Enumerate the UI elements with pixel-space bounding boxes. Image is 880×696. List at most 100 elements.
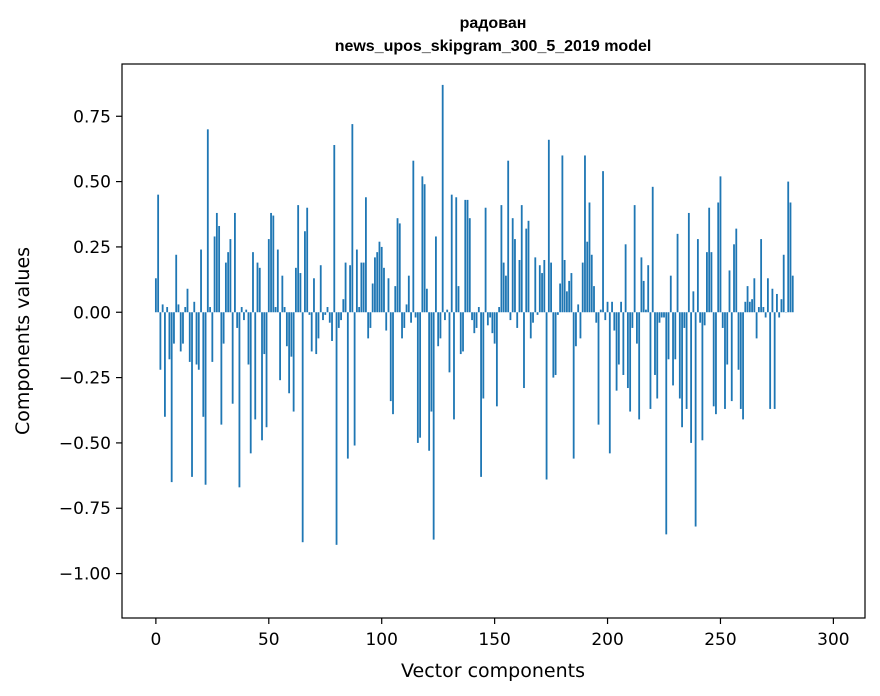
bar-component-63 (297, 205, 300, 313)
bar-component-214 (638, 312, 641, 420)
bar-component-133 (455, 197, 458, 313)
bar-component-230 (674, 312, 677, 360)
bar-component-77 (328, 312, 331, 323)
bar-component-205 (617, 312, 620, 365)
bar-component-116 (416, 312, 419, 443)
bar-component-99 (378, 241, 381, 313)
bar-component-75 (324, 312, 327, 315)
bar-component-68 (308, 312, 311, 315)
bar-component-18 (195, 312, 198, 365)
bar-component-152 (498, 307, 501, 313)
bar-component-107 (396, 218, 399, 313)
bar-component-33 (229, 239, 232, 313)
x-tick-label: 300 (817, 630, 849, 650)
bar-component-262 (746, 286, 749, 313)
bar-component-144 (480, 312, 482, 477)
bar-component-62 (294, 267, 297, 313)
bar-component-40 (245, 309, 248, 313)
bar-component-267 (757, 307, 760, 313)
bar-component-74 (322, 312, 324, 321)
bar-component-174 (547, 139, 550, 313)
bar-component-239 (694, 312, 697, 527)
bar-component-55 (279, 312, 281, 381)
bar-component-162 (520, 205, 523, 313)
bar-component-21 (202, 312, 205, 417)
bar-component-38 (240, 307, 243, 313)
bar-component-183 (568, 280, 571, 313)
bar-component-31 (224, 262, 227, 313)
bar-component-185 (572, 312, 575, 459)
bar-component-207 (622, 312, 625, 375)
bar-component-228 (669, 275, 672, 313)
bar-component-98 (376, 252, 379, 313)
bar-component-3 (161, 304, 164, 313)
bar-component-157 (509, 312, 512, 321)
bar-component-94 (367, 312, 370, 339)
bar-component-243 (703, 312, 706, 326)
bar-component-79 (333, 145, 336, 313)
bar-component-122 (430, 312, 433, 412)
bar-component-237 (690, 312, 693, 443)
bar-component-145 (482, 312, 485, 399)
bar-component-103 (387, 278, 390, 313)
bar-component-45 (256, 262, 259, 313)
bar-component-131 (450, 194, 453, 313)
bar-component-39 (243, 312, 245, 321)
bar-component-263 (748, 301, 751, 313)
bar-component-91 (360, 262, 363, 313)
bar-component-140 (471, 312, 473, 321)
bar-component-132 (453, 312, 455, 420)
bar-component-149 (491, 312, 494, 334)
plot-frame (121, 63, 866, 619)
y-tick-label: 0.25 (73, 238, 111, 258)
bar-component-212 (633, 205, 636, 313)
bar-component-10 (177, 304, 180, 313)
bar-component-60 (290, 312, 293, 357)
bar-component-13 (184, 307, 187, 313)
bar-component-85 (346, 312, 349, 459)
bar-component-104 (389, 312, 392, 402)
bar-component-156 (507, 160, 510, 313)
bar-component-66 (304, 231, 306, 313)
bar-component-256 (733, 244, 735, 313)
bar-component-181 (563, 259, 566, 313)
bar-component-275 (776, 293, 778, 313)
x-tick-label: 50 (258, 630, 280, 650)
bar-component-259 (739, 312, 742, 409)
y-tick-label: −0.25 (59, 369, 111, 389)
bar-component-22 (204, 312, 207, 485)
bar-component-121 (428, 312, 431, 451)
bar-component-204 (615, 312, 618, 391)
bar-component-100 (380, 246, 383, 313)
bar-component-218 (647, 265, 650, 313)
bar-component-252 (724, 312, 726, 409)
bar-component-282 (791, 275, 794, 313)
bar-component-199 (604, 312, 607, 321)
bar-component-70 (313, 278, 315, 313)
bar-component-200 (606, 301, 609, 313)
x-tick-label: 0 (150, 630, 161, 650)
bar-component-245 (708, 207, 711, 313)
bar-component-2 (159, 312, 162, 370)
x-axis-label: Vector components (401, 660, 585, 682)
bar-component-139 (468, 218, 471, 313)
bar-component-72 (317, 312, 320, 339)
bar-component-1 (157, 194, 160, 313)
bar-component-209 (626, 312, 629, 389)
bar-component-261 (744, 301, 747, 313)
bar-component-221 (654, 312, 656, 375)
y-tick-label: −0.50 (59, 434, 111, 454)
bar-component-27 (215, 212, 218, 313)
y-tick-label: −1.00 (59, 565, 111, 585)
bar-component-37 (238, 312, 241, 488)
bar-component-151 (495, 312, 498, 407)
bar-component-179 (559, 283, 562, 313)
bar-component-246 (710, 252, 713, 313)
bar-component-73 (319, 265, 322, 313)
bar-component-187 (577, 304, 580, 313)
bar-component-169 (536, 312, 539, 315)
bar-component-153 (500, 205, 503, 313)
bar-component-19 (197, 312, 200, 370)
bar-component-86 (349, 265, 351, 313)
bar-component-24 (209, 307, 211, 313)
